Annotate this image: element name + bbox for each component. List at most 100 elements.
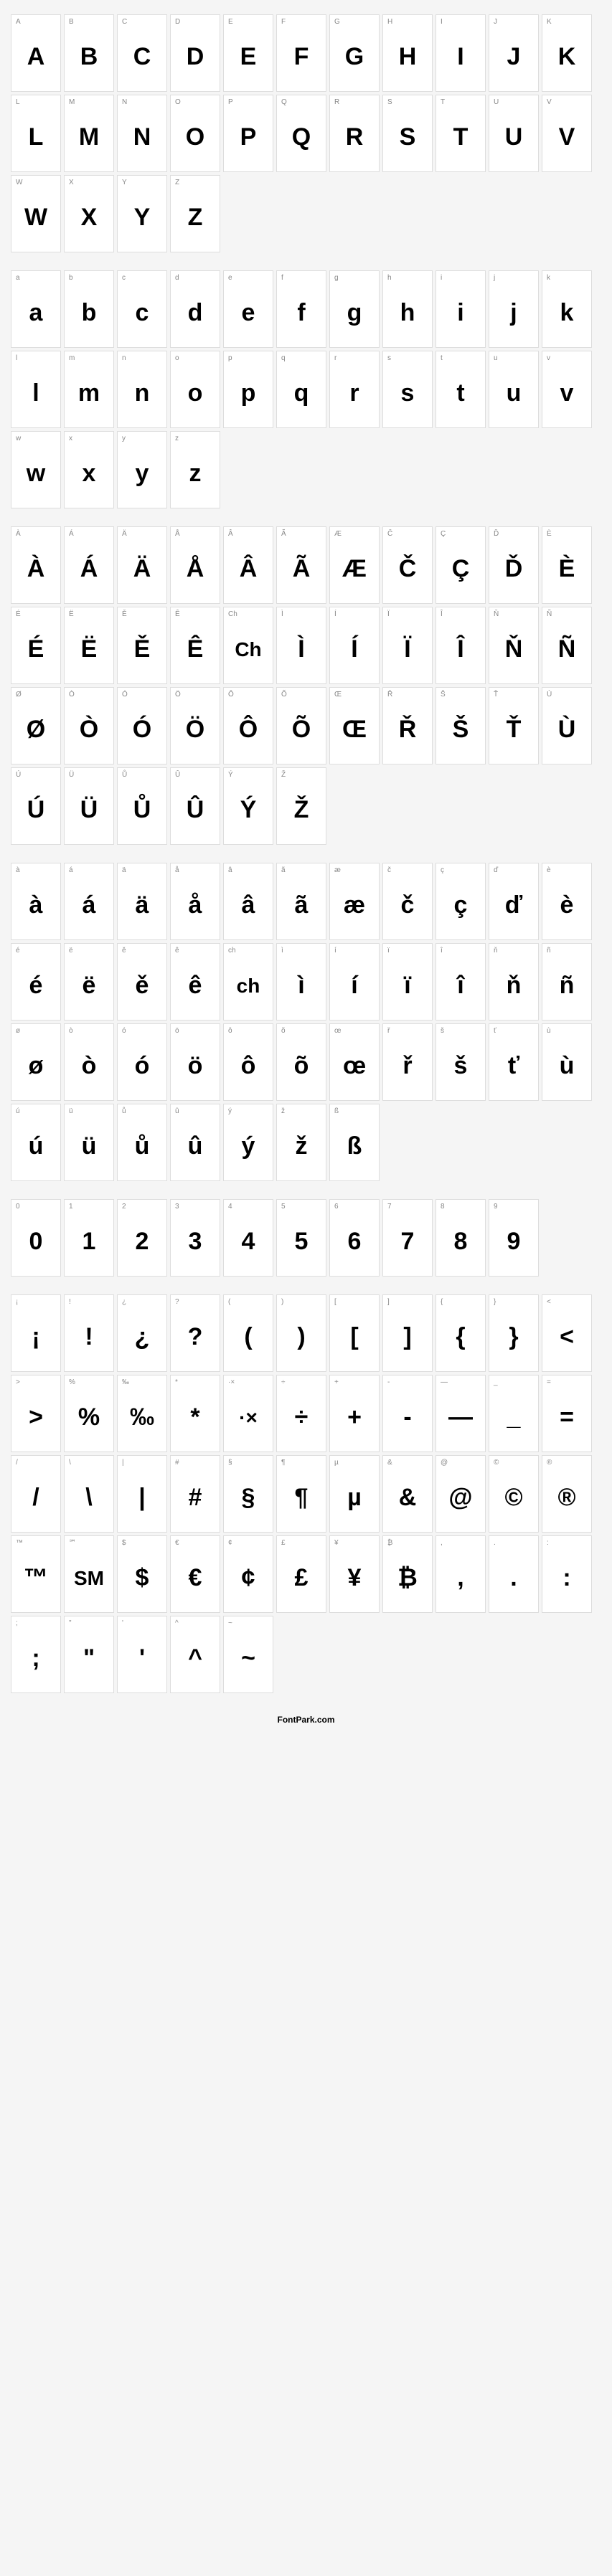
- glyph-label: ì: [277, 944, 326, 957]
- glyph-display: £: [277, 1550, 326, 1612]
- glyph-display: v: [542, 365, 591, 427]
- glyph-label: Y: [118, 176, 166, 189]
- glyph-display: È: [542, 541, 591, 603]
- footer-attribution: FontPark.com: [11, 1715, 601, 1725]
- glyph-card: ÎÎ: [436, 607, 486, 684]
- glyph-display: W: [11, 189, 60, 252]
- glyph-card: ÇÇ: [436, 526, 486, 604]
- glyph-label: Ý: [224, 768, 273, 782]
- glyph-card: [[: [329, 1294, 380, 1372]
- glyph-card: ěě: [117, 943, 167, 1021]
- glyph-card: çç: [436, 863, 486, 940]
- glyph-card: ØØ: [11, 687, 61, 764]
- glyph-label: Á: [65, 527, 113, 541]
- glyph-display: Ü: [65, 782, 113, 844]
- glyph-label: ť: [489, 1024, 538, 1038]
- glyph-display: n: [118, 365, 166, 427]
- glyph-card: ^^: [170, 1616, 220, 1693]
- glyph-card: dd: [170, 270, 220, 348]
- glyph-label: ü: [65, 1104, 113, 1118]
- glyph-card: ÊÊ: [170, 607, 220, 684]
- glyph-display: Ch: [224, 621, 273, 683]
- glyph-display: î: [436, 957, 485, 1020]
- glyph-card: ¡¡: [11, 1294, 61, 1372]
- glyph-label: ^: [171, 1616, 220, 1630]
- glyph-label: É: [11, 607, 60, 621]
- glyph-display: _: [489, 1389, 538, 1452]
- glyph-display: 2: [118, 1213, 166, 1276]
- glyph-display: x: [65, 445, 113, 508]
- glyph-display: č: [383, 877, 432, 939]
- glyph-card: ££: [276, 1535, 326, 1613]
- glyph-card: ;;: [11, 1616, 61, 1693]
- glyph-card: ff: [276, 270, 326, 348]
- glyph-card: ℠SM: [64, 1535, 114, 1613]
- glyph-label: Å: [171, 527, 220, 541]
- glyph-label: w: [11, 432, 60, 445]
- glyph-label: š: [436, 1024, 485, 1038]
- glyph-display: ë: [65, 957, 113, 1020]
- glyph-label: ™: [11, 1536, 60, 1550]
- glyph-display: G: [330, 29, 379, 91]
- glyph-label: o: [171, 351, 220, 365]
- glyph-label: ř: [383, 1024, 432, 1038]
- glyph-card: ÌÌ: [276, 607, 326, 684]
- glyph-display: }: [489, 1309, 538, 1371]
- glyph-card: ŠŠ: [436, 687, 486, 764]
- glyph-display: µ: [330, 1469, 379, 1532]
- glyph-display: T: [436, 109, 485, 171]
- glyph-card: ]]: [382, 1294, 433, 1372]
- glyph-display: ÷: [277, 1389, 326, 1452]
- glyph-label: y: [118, 432, 166, 445]
- glyph-display: Ď: [489, 541, 538, 603]
- glyph-label: 3: [171, 1200, 220, 1213]
- glyph-display: Ö: [171, 701, 220, 764]
- glyph-display: C: [118, 29, 166, 91]
- glyph-display: ç: [436, 877, 485, 939]
- glyph-display: ©: [489, 1469, 538, 1532]
- glyph-display: ~: [224, 1630, 273, 1692]
- glyph-display: ø: [11, 1038, 60, 1100]
- glyph-label: û: [171, 1104, 220, 1118]
- glyph-card: ÒÒ: [64, 687, 114, 764]
- glyph-display: SM: [65, 1550, 113, 1612]
- glyph-card: \\: [64, 1455, 114, 1533]
- glyph-card: ÆÆ: [329, 526, 380, 604]
- glyph-card: yy: [117, 431, 167, 508]
- glyph-display: Ů: [118, 782, 166, 844]
- glyph-display: ñ: [542, 957, 591, 1020]
- glyph-display: z: [171, 445, 220, 508]
- glyph-card: àà: [11, 863, 61, 940]
- glyph-label: ý: [224, 1104, 273, 1118]
- glyph-label: B: [65, 15, 113, 29]
- glyph-card: II: [436, 14, 486, 92]
- glyph-card: zz: [170, 431, 220, 508]
- glyph-label: è: [542, 863, 591, 877]
- glyph-display: å: [171, 877, 220, 939]
- glyph-display: 4: [224, 1213, 273, 1276]
- glyph-card: ûû: [170, 1104, 220, 1181]
- glyph-label: Ã: [277, 527, 326, 541]
- glyph-display: 3: [171, 1213, 220, 1276]
- glyph-display: o: [171, 365, 220, 427]
- glyph-display: Q: [277, 109, 326, 171]
- glyph-card: ÖÖ: [170, 687, 220, 764]
- glyph-card: ÍÍ: [329, 607, 380, 684]
- section-accented-lower: ààááääååââããææččççďďèèééëëěěêêchchììííïï…: [11, 863, 601, 1181]
- glyph-display: ™: [11, 1550, 60, 1612]
- glyph-label: é: [11, 944, 60, 957]
- glyph-display: M: [65, 109, 113, 171]
- glyph-label: ê: [171, 944, 220, 957]
- glyph-label: â: [224, 863, 273, 877]
- glyph-display: €: [171, 1550, 220, 1612]
- glyph-display: ú: [11, 1118, 60, 1180]
- glyph-display: Ù: [542, 701, 591, 764]
- glyph-display: Œ: [330, 701, 379, 764]
- glyph-label: ": [65, 1616, 113, 1630]
- section-uppercase: AABBCCDDEEFFGGHHIIJJKKLLMMNNOOPPQQRRSSTT…: [11, 14, 601, 252]
- glyph-display: ù: [542, 1038, 591, 1100]
- glyph-card: '': [117, 1616, 167, 1693]
- glyph-display: Č: [383, 541, 432, 603]
- glyph-card: îî: [436, 943, 486, 1021]
- glyph-label: !: [65, 1295, 113, 1309]
